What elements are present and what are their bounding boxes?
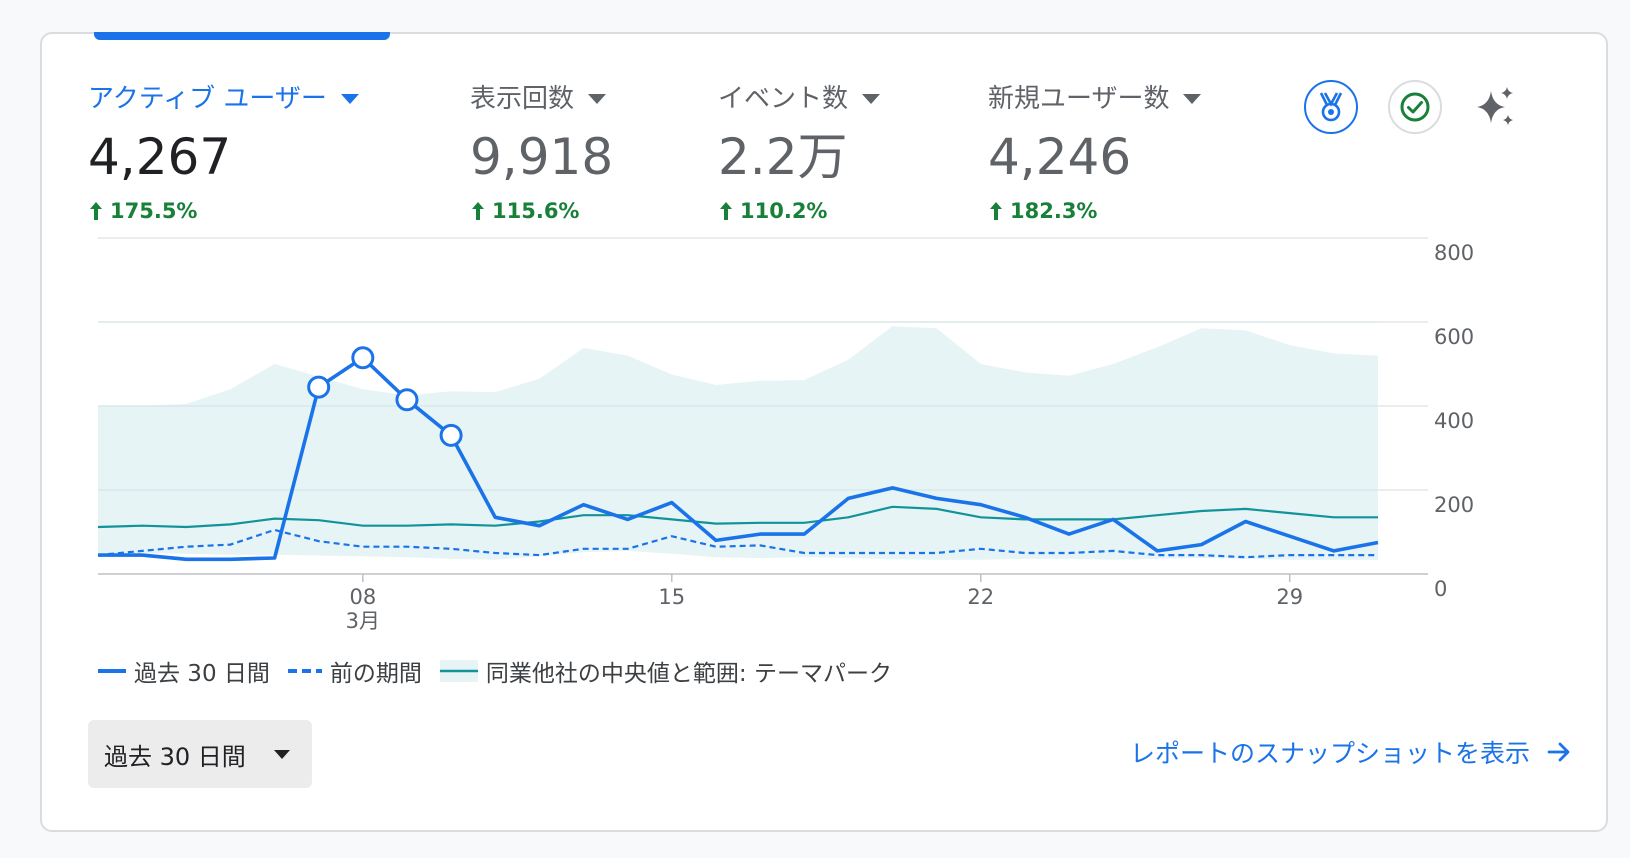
x-tick-sublabel: 3月 bbox=[346, 609, 380, 633]
arrow-up-icon bbox=[90, 202, 102, 220]
metric-delta-value: 182.3% bbox=[1010, 199, 1098, 223]
dropdown-caret-icon[interactable] bbox=[588, 93, 607, 104]
dropdown-caret-icon[interactable] bbox=[1183, 93, 1202, 104]
metric-views[interactable]: 表示回数 9,918 115.6% bbox=[470, 78, 613, 223]
metric-value: 2.2万 bbox=[718, 128, 848, 186]
check-circle-icon bbox=[1400, 92, 1430, 122]
metric-delta-value: 115.6% bbox=[492, 199, 580, 223]
legend-solid-line-icon bbox=[98, 669, 126, 673]
current-period-line bbox=[98, 355, 1379, 562]
dropdown-caret-icon[interactable] bbox=[862, 93, 881, 104]
metric-label: アクティブ ユーザー bbox=[88, 84, 327, 114]
chart-legend: 過去 30 日間 前の期間 同業他社の中央値と範囲: テーマパーク bbox=[98, 654, 910, 688]
status-check-button[interactable] bbox=[1388, 80, 1442, 134]
x-tick-label: 08 bbox=[349, 585, 376, 609]
x-tick-label: 29 bbox=[1276, 585, 1303, 609]
legend-dashed-line-icon bbox=[287, 669, 322, 673]
legend-item-previous: 前の期間 bbox=[287, 654, 422, 688]
y-tick-label: 800 bbox=[1434, 241, 1474, 265]
benchmark-range-band bbox=[98, 326, 1378, 560]
arrow-up-icon bbox=[990, 202, 1002, 220]
dropdown-caret-icon bbox=[273, 749, 290, 759]
metric-delta-value: 175.5% bbox=[110, 199, 198, 223]
metric-active-users[interactable]: アクティブ ユーザー 4,267 175.5% bbox=[88, 78, 359, 223]
date-range-label: 過去 30 日間 bbox=[104, 742, 246, 771]
metric-active-users-header[interactable]: アクティブ ユーザー bbox=[88, 78, 359, 115]
y-tick-label: 200 bbox=[1434, 493, 1474, 517]
anomaly-point bbox=[395, 388, 419, 412]
benchmark-median-line bbox=[98, 505, 1378, 529]
metric-new-users-header[interactable]: 新規ユーザー数 bbox=[988, 78, 1202, 115]
metric-label: 新規ユーザー数 bbox=[988, 84, 1170, 114]
metric-label: イベント数 bbox=[718, 84, 849, 114]
legend-label: 同業他社の中央値と範囲: テーマパーク bbox=[485, 661, 892, 687]
insights-sparkle-button[interactable] bbox=[1468, 80, 1522, 134]
anomaly-point bbox=[351, 346, 375, 370]
legend-band-icon bbox=[439, 660, 478, 682]
y-tick-label: 400 bbox=[1434, 409, 1474, 433]
view-snapshot-link[interactable]: レポートのスナップショットを表示 bbox=[1130, 734, 1572, 770]
metric-views-header[interactable]: 表示回数 bbox=[470, 78, 613, 115]
metric-value: 4,246 bbox=[988, 128, 1132, 186]
metric-delta: 182.3% bbox=[988, 199, 1201, 223]
metric-events-header[interactable]: イベント数 bbox=[718, 78, 881, 115]
arrow-right-icon bbox=[1547, 742, 1570, 762]
y-tick-label: 600 bbox=[1434, 325, 1474, 349]
anomaly-point bbox=[439, 423, 463, 447]
sparkle-icon bbox=[1477, 87, 1513, 125]
legend-item-benchmark: 同業他社の中央値と範囲: テーマパーク bbox=[439, 654, 892, 688]
metric-events[interactable]: イベント数 2.2万 110.2% bbox=[718, 78, 881, 223]
medal-icon bbox=[1319, 92, 1343, 122]
date-range-dropdown[interactable]: 過去 30 日間 bbox=[88, 720, 312, 788]
anomaly-point bbox=[307, 375, 331, 399]
metric-new-users[interactable]: 新規ユーザー数 4,246 182.3% bbox=[988, 78, 1202, 223]
dropdown-caret-icon[interactable] bbox=[340, 93, 359, 104]
metric-delta-value: 110.2% bbox=[740, 199, 828, 223]
metric-label: 表示回数 bbox=[470, 84, 575, 114]
legend-item-current: 過去 30 日間 bbox=[98, 654, 270, 688]
x-tick-label: 15 bbox=[658, 585, 685, 609]
overview-card: アクティブ ユーザー 4,267 175.5% 表示回数 9,918 115.6… bbox=[40, 32, 1608, 832]
legend-label: 過去 30 日間 bbox=[134, 661, 270, 687]
metric-value: 9,918 bbox=[470, 128, 614, 186]
active-tab-indicator bbox=[94, 32, 390, 40]
metric-value: 4,267 bbox=[88, 128, 232, 186]
metric-delta: 115.6% bbox=[470, 199, 613, 223]
metric-delta: 175.5% bbox=[88, 199, 359, 223]
metric-delta: 110.2% bbox=[718, 199, 880, 223]
arrow-up-icon bbox=[472, 202, 484, 220]
x-tick-label: 22 bbox=[967, 585, 994, 609]
y-tick-label: 0 bbox=[1434, 577, 1447, 601]
snapshot-link-label: レポートのスナップショットを表示 bbox=[1129, 739, 1530, 768]
arrow-up-icon bbox=[720, 202, 732, 220]
benchmark-medal-button[interactable] bbox=[1304, 80, 1358, 134]
legend-label: 前の期間 bbox=[329, 661, 422, 687]
